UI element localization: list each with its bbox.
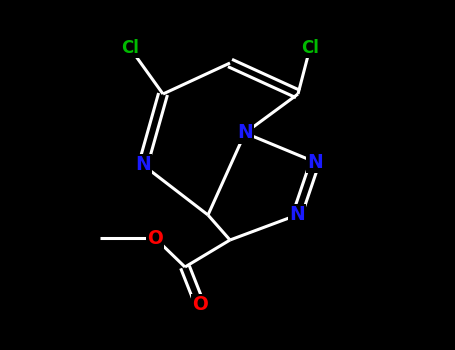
Text: N: N — [289, 205, 305, 224]
Text: O: O — [192, 295, 208, 315]
Text: N: N — [135, 155, 151, 175]
Text: Cl: Cl — [121, 39, 139, 57]
Text: N: N — [237, 124, 253, 142]
Text: O: O — [147, 229, 163, 247]
Text: N: N — [307, 153, 323, 172]
Text: Cl: Cl — [301, 39, 319, 57]
